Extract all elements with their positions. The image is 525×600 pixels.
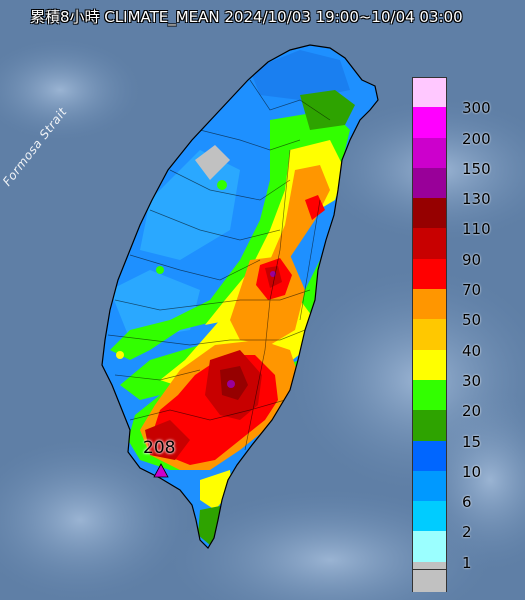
- legend-swatch: [412, 137, 447, 168]
- legend-row: 1: [412, 531, 510, 572]
- legend-swatch: [412, 379, 447, 411]
- legend-swatch: [412, 531, 447, 562]
- max-rainfall-value: 208: [143, 438, 176, 458]
- legend-row: 50: [412, 289, 510, 329]
- taiwan-outline: [101, 44, 379, 549]
- legend-swatch: [412, 501, 447, 532]
- legend-swatch: [412, 561, 447, 593]
- legend-label: 300: [462, 99, 491, 118]
- legend-swatch: [412, 167, 447, 199]
- legend-label: 200: [462, 129, 491, 148]
- legend-row: 130: [412, 167, 510, 208]
- max-rainfall-marker: [153, 463, 169, 478]
- legend-label: 40: [462, 341, 482, 360]
- legend-label: 20: [462, 402, 482, 421]
- legend-row: 70: [412, 258, 510, 299]
- legend-label: 70: [462, 281, 482, 300]
- map-title: 累積8小時 CLIMATE_MEAN 2024/10/03 19:00~10/0…: [30, 8, 463, 26]
- legend-row: 20: [412, 379, 510, 420]
- legend-swatch: [412, 77, 447, 108]
- legend-swatch: [412, 107, 447, 138]
- legend-row: 15: [412, 410, 510, 451]
- legend-swatch: [412, 289, 447, 320]
- legend-row: 2: [412, 501, 510, 541]
- legend-row: 90: [412, 228, 510, 269]
- legend-row: [412, 561, 510, 593]
- legend-row: 200: [412, 107, 510, 148]
- county-boundaries: [107, 79, 331, 451]
- legend-label: 50: [462, 311, 482, 330]
- legend-label: 1: [462, 553, 472, 572]
- legend-row: 300: [412, 77, 510, 117]
- legend-label: 90: [462, 250, 482, 269]
- legend-label: 10: [462, 462, 482, 481]
- legend-swatch: [412, 228, 447, 259]
- legend-swatch: [412, 349, 447, 380]
- legend-swatch: [412, 410, 447, 441]
- legend-label: 130: [462, 190, 491, 209]
- legend-label: 15: [462, 432, 482, 451]
- legend-swatch: [412, 258, 447, 290]
- legend-label: 30: [462, 371, 482, 390]
- legend-label: 150: [462, 159, 491, 178]
- legend-label: 110: [462, 220, 491, 239]
- legend-row: 110: [412, 198, 510, 238]
- legend-row: 150: [412, 137, 510, 178]
- legend-row: 10: [412, 440, 510, 481]
- legend-label: 2: [462, 523, 472, 542]
- legend-swatch: [412, 440, 447, 471]
- legend-row: 40: [412, 319, 510, 360]
- legend-label: 6: [462, 493, 472, 512]
- legend-swatch: [412, 319, 447, 350]
- legend-swatch: [412, 198, 447, 229]
- rainfall-legend: 300 200 150 130 110 90 70 50 40 30 20 15 10 6 2 1: [412, 77, 510, 593]
- legend-row: 30: [412, 349, 510, 390]
- legend-swatch: [412, 470, 447, 502]
- legend-row: 6: [412, 470, 510, 511]
